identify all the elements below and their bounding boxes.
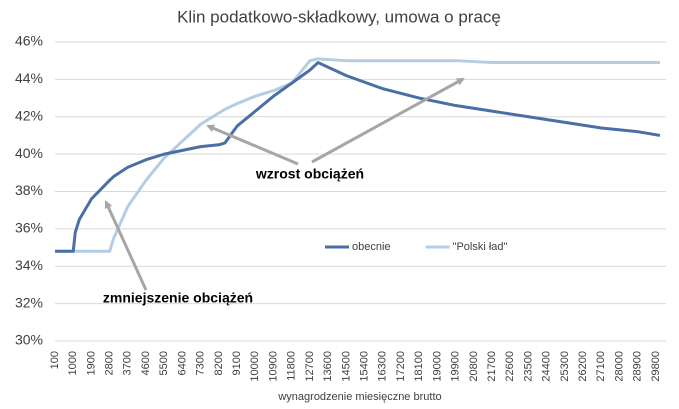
y-tick-label: 42%	[15, 107, 43, 123]
x-tick-label: 11800	[286, 351, 298, 381]
x-tick-label: 4600	[140, 351, 152, 375]
x-tick-label: 3700	[122, 351, 134, 375]
x-tick-label: 25300	[559, 351, 571, 382]
x-tick-label: 2800	[104, 351, 116, 375]
x-tick-label: 12700	[304, 351, 316, 382]
y-tick-label: 46%	[15, 33, 43, 49]
x-tick-label: 27100	[595, 351, 607, 382]
series-line	[55, 61, 661, 253]
x-tick-label: 8200	[213, 351, 225, 375]
x-tick-label: 18100	[413, 351, 425, 382]
y-tick-label: 30%	[15, 332, 43, 348]
x-tick-label: 1900	[85, 351, 97, 375]
y-tick-label: 36%	[15, 220, 43, 236]
y-tick-label: 34%	[15, 257, 43, 273]
x-tick-label: 19900	[450, 351, 462, 382]
x-tick-label: 10900	[267, 351, 279, 382]
x-tick-label: 100	[49, 351, 61, 369]
x-tick-label: 23500	[522, 351, 534, 382]
annotation: zmniejszenie obciążeń	[103, 290, 253, 306]
arrows	[104, 77, 465, 291]
arrow	[311, 77, 465, 164]
y-tick-label: 44%	[15, 70, 43, 86]
x-tick-label: 20800	[468, 351, 480, 382]
arrow	[206, 124, 299, 166]
x-tick-label: 7300	[195, 351, 207, 375]
x-tick-label: 21700	[486, 351, 498, 382]
arrow	[104, 200, 148, 291]
plot-area: 30% 32% 34% 36% 38% 40% 42% 44% 46% 100 1000 1900 28…	[15, 33, 666, 382]
x-tick-label: 28000	[613, 351, 625, 382]
x-tick-label: 1000	[67, 351, 79, 375]
x-tick-label: 17200	[395, 351, 407, 382]
x-tick-label: 10000	[249, 351, 261, 382]
x-tick-label: 19000	[431, 351, 443, 382]
legend-label: "Polski ład"	[453, 241, 508, 253]
x-axis-label: wynagrodzenie miesięczne brutto	[277, 391, 441, 403]
x-tick-label: 24400	[541, 351, 553, 382]
annotation: wzrost obciążeń	[255, 166, 364, 182]
series-line	[55, 57, 660, 253]
legend-label: obecnie	[352, 241, 391, 253]
x-tick-label: 26200	[577, 351, 589, 382]
y-tick-label: 32%	[15, 294, 43, 310]
chart-title: Klin podatkowo-składkowy, umowa o pracę	[177, 7, 501, 26]
x-tick-label: 9100	[231, 351, 243, 375]
x-tick-label: 13600	[322, 351, 334, 382]
x-tick-label: 14500	[340, 351, 352, 382]
x-tick-label: 5500	[158, 351, 170, 375]
x-tick-label: 6400	[176, 351, 188, 375]
x-tick-label: 28900	[632, 351, 644, 382]
y-tick-label: 38%	[15, 182, 43, 198]
y-tick-label: 40%	[15, 145, 43, 161]
x-tick-label: 16300	[377, 351, 389, 382]
x-tick-label: 15400	[358, 351, 370, 382]
x-tick-label: 22600	[504, 351, 516, 382]
x-tick-label: 29800	[650, 351, 662, 382]
